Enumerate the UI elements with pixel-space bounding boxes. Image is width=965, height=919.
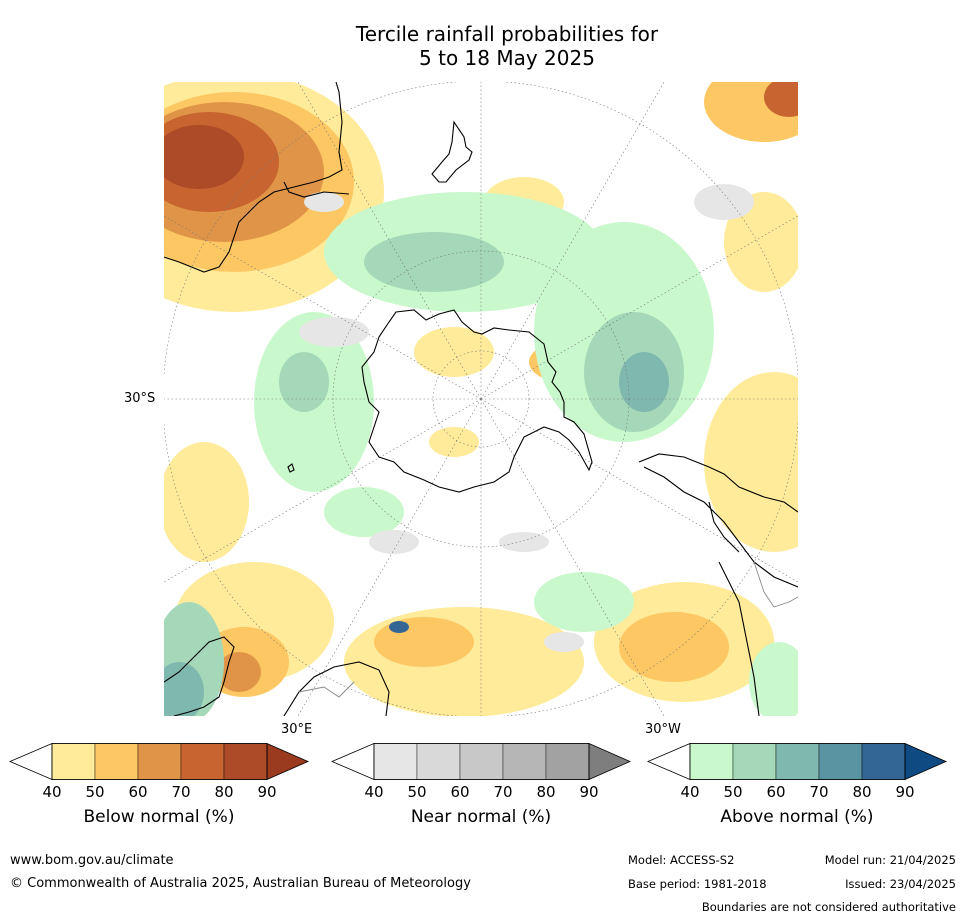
colorbar-segment bbox=[373, 743, 418, 780]
graticule bbox=[164, 82, 798, 716]
colorbar-segment bbox=[545, 743, 590, 780]
colorbar-near-label: Near normal (%) bbox=[410, 807, 552, 827]
title-line-2: 5 to 18 May 2025 bbox=[419, 46, 595, 70]
map-title: Tercile rainfall probabilities for 5 to … bbox=[0, 22, 965, 70]
colorbar-segment bbox=[51, 743, 96, 780]
colorbar-outline bbox=[51, 743, 268, 780]
colorbar-segment bbox=[416, 743, 461, 780]
tick-label: 70 bbox=[171, 783, 191, 801]
tick-label: 40 bbox=[42, 783, 62, 801]
south-america-coast bbox=[638, 453, 798, 716]
tick-label: 60 bbox=[450, 783, 470, 801]
copyright-text: © Commonwealth of Australia 2025, Austra… bbox=[10, 876, 471, 891]
probability-map bbox=[164, 82, 798, 716]
tick-label: 50 bbox=[85, 783, 105, 801]
colorbar-above-label: Above normal (%) bbox=[720, 807, 874, 827]
tick-label: 40 bbox=[364, 783, 384, 801]
tick-label: 60 bbox=[766, 783, 786, 801]
sub-antarctic-island bbox=[287, 463, 295, 473]
tick-label: 80 bbox=[852, 783, 872, 801]
colorbar-segment bbox=[180, 743, 225, 780]
colorbar-below-normal bbox=[9, 743, 309, 780]
coastlines bbox=[164, 82, 798, 716]
colorbar-extend-high bbox=[588, 743, 631, 780]
colorbar-extend-low bbox=[9, 743, 53, 780]
lat-label-30s: 30°S bbox=[124, 391, 156, 406]
colorbar-extend-low bbox=[331, 743, 375, 780]
tick-label: 50 bbox=[407, 783, 427, 801]
website-link[interactable]: www.bom.gov.au/climate bbox=[10, 853, 174, 868]
tick-label: 60 bbox=[128, 783, 148, 801]
tick-label: 50 bbox=[723, 783, 743, 801]
colorbar-segment bbox=[689, 743, 734, 780]
title-line-1: Tercile rainfall probabilities for bbox=[355, 22, 659, 46]
colorbar-near-normal bbox=[331, 743, 631, 780]
colorbar-segment bbox=[861, 743, 906, 780]
colorbar-segment bbox=[94, 743, 139, 780]
colorbar-segment bbox=[502, 743, 547, 780]
new-zealand-coast bbox=[431, 120, 473, 183]
colorbar-outline bbox=[373, 743, 590, 780]
colorbar-extend-high bbox=[266, 743, 309, 780]
base-period-text: Base period: 1981-2018 bbox=[628, 877, 767, 891]
map-field bbox=[164, 82, 798, 716]
tick-label: 90 bbox=[579, 783, 599, 801]
country-borders bbox=[298, 561, 798, 698]
above-normal-regions bbox=[164, 192, 798, 716]
model-run-text: Model run: 21/04/2025 bbox=[824, 853, 956, 867]
colorbar-segment bbox=[137, 743, 182, 780]
africa-coast bbox=[164, 636, 390, 716]
colorbar-outline bbox=[689, 743, 906, 780]
colorbar-segment bbox=[775, 743, 820, 780]
antarctica-coast bbox=[361, 309, 593, 493]
tick-label: 80 bbox=[536, 783, 556, 801]
colorbar-segment bbox=[818, 743, 863, 780]
tick-label: 70 bbox=[809, 783, 829, 801]
colorbar-segment bbox=[223, 743, 268, 780]
colorbar-extend-low bbox=[647, 743, 691, 780]
australia-coast bbox=[164, 82, 350, 273]
tick-label: 70 bbox=[493, 783, 513, 801]
model-text: Model: ACCESS-S2 bbox=[628, 853, 735, 867]
tick-label: 40 bbox=[680, 783, 700, 801]
lon-label-30e: 30°E bbox=[281, 722, 313, 737]
tick-label: 90 bbox=[895, 783, 915, 801]
tick-label: 80 bbox=[214, 783, 234, 801]
colorbar-segment bbox=[459, 743, 504, 780]
disclaimer-text: Boundaries are not considered authoritat… bbox=[701, 900, 956, 914]
lon-label-30w: 30°W bbox=[645, 722, 681, 737]
colorbar-extend-high bbox=[904, 743, 947, 780]
colorbar-above-normal bbox=[647, 743, 947, 780]
issued-text: Issued: 23/04/2025 bbox=[845, 877, 956, 891]
tick-label: 90 bbox=[257, 783, 277, 801]
colorbar-below-label: Below normal (%) bbox=[83, 807, 235, 827]
colorbar-segment bbox=[732, 743, 777, 780]
